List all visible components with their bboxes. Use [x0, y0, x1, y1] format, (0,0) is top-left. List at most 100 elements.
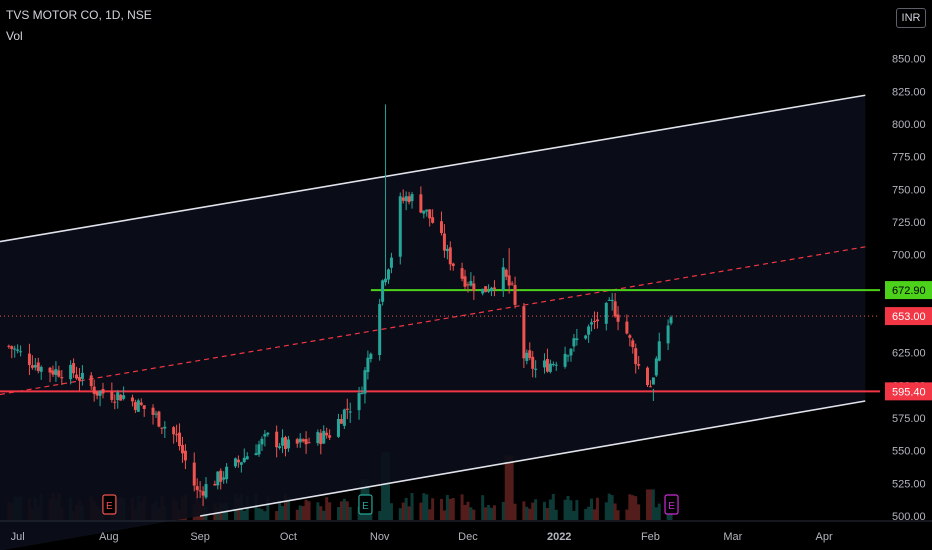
candle-body [439, 221, 443, 233]
volume-bar [328, 502, 332, 520]
candle-body [404, 196, 408, 202]
volume-bar [389, 503, 393, 520]
candle-body [119, 394, 123, 401]
axes: 850.00 825.00 800.00 775.00 750.00 725.00 700.… [0, 54, 932, 543]
volume-bar [384, 452, 388, 520]
volume-bar [481, 495, 485, 520]
volume-bar [266, 496, 270, 520]
candle-body [419, 194, 423, 213]
candle-body [136, 400, 140, 412]
x-tick-label: Apr [816, 531, 833, 543]
candle-body [98, 390, 102, 396]
x-tick-label: 2022 [547, 531, 571, 543]
volume-bar [551, 493, 555, 520]
candle-body [60, 377, 64, 379]
volume-bar [631, 495, 635, 520]
volume-bar [404, 497, 408, 520]
price-label-resistance: 672.90 [885, 281, 932, 300]
chart-title: TVS MOTOR CO, 1D, NSE [6, 8, 152, 22]
candle-body [345, 408, 349, 410]
candle-body [216, 471, 220, 486]
candle-body [637, 364, 641, 366]
volume-bar [513, 503, 517, 520]
volume-bar [525, 506, 529, 520]
volume-bar [307, 501, 311, 520]
candle-body [401, 197, 405, 201]
candle-body [551, 364, 555, 366]
volume-bar [281, 506, 285, 520]
candle-body [542, 360, 546, 368]
candle-body [239, 462, 243, 465]
volume-bar [295, 509, 299, 520]
candle-body [625, 321, 629, 334]
volume-bar [528, 508, 532, 520]
volume-bar [301, 506, 305, 520]
candle-body [175, 434, 179, 436]
candle-body [507, 275, 511, 286]
volume-bar [445, 494, 449, 520]
y-tick-label: 800.00 [892, 119, 926, 131]
candle-body [357, 392, 361, 411]
candle-body [204, 484, 208, 498]
x-tick-label: Jul [11, 531, 25, 543]
y-tick-label: 575.00 [892, 413, 926, 425]
candle-body [319, 432, 323, 445]
candle-body [183, 450, 187, 461]
channel-midline [0, 246, 866, 396]
candle-body [360, 392, 364, 394]
x-tick-label: Aug [99, 531, 119, 543]
candle-body [245, 456, 249, 460]
volume-indicator-label[interactable]: Vol [6, 29, 23, 43]
volume-bar [216, 508, 220, 520]
x-tick-label: Dec [458, 531, 478, 543]
volume-bar [522, 501, 526, 520]
candle-body [180, 445, 184, 454]
candle-body [236, 459, 240, 463]
volume-bar [554, 509, 558, 520]
candle-body [613, 301, 617, 317]
candle-body [381, 280, 385, 302]
volume-bar [439, 498, 443, 520]
volume-bar [566, 495, 570, 520]
volume-bar [316, 502, 320, 520]
volume-bar [507, 455, 511, 520]
y-tick-label: 750.00 [892, 184, 926, 196]
candle-body [30, 365, 34, 368]
candle-body [281, 437, 285, 446]
earnings-marker: E [358, 494, 373, 515]
candle-body [378, 304, 382, 356]
volume-bar [487, 504, 491, 520]
earnings-label: E [362, 501, 369, 512]
candle-body [348, 411, 352, 413]
candle-body [322, 430, 326, 444]
volume-bar [604, 502, 608, 520]
candle-body [398, 196, 402, 257]
volume-bar [607, 493, 611, 520]
volume-bar [587, 506, 591, 520]
y-tick-label: 550.00 [892, 446, 926, 458]
candle-body [33, 365, 37, 368]
candle-body [484, 286, 488, 293]
candle-body [172, 427, 176, 435]
volume-bar [442, 510, 446, 520]
candle-body [328, 435, 332, 438]
candle-body [77, 377, 81, 381]
volume-bar [345, 501, 349, 520]
candle-body [654, 358, 658, 376]
earnings-badge [358, 494, 373, 515]
volume-bar [634, 496, 638, 520]
candle-body [631, 340, 635, 348]
currency-badge[interactable]: INR [896, 8, 926, 28]
volume-bar [378, 511, 382, 520]
y-tick-label: 525.00 [892, 478, 926, 490]
volume-bar [398, 508, 402, 520]
candle-body [54, 369, 58, 376]
candle-body [501, 267, 505, 290]
volume-bar [504, 455, 508, 520]
volume-bar [610, 495, 614, 520]
candle-body [80, 372, 84, 379]
candle-body [266, 432, 270, 435]
volume-bar [319, 506, 323, 520]
volume-bar [336, 506, 340, 520]
